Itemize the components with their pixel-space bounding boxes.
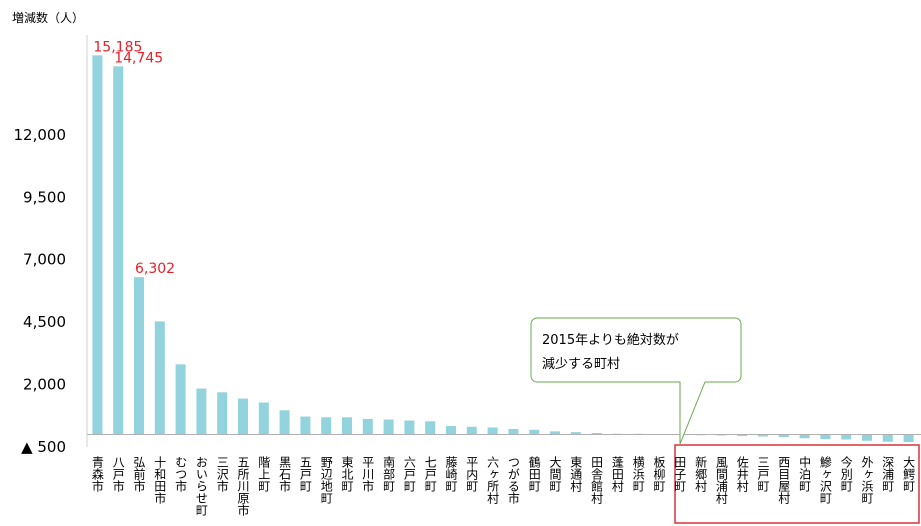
x-tick-label: 藤崎町 xyxy=(444,456,458,492)
x-tick-label: 七戸町 xyxy=(423,456,437,492)
bar xyxy=(799,434,810,439)
x-tick-label: 南部町 xyxy=(382,455,396,492)
x-tick-label: 平内町 xyxy=(465,456,479,492)
x-tick-label: 中泊町 xyxy=(798,455,812,492)
bar xyxy=(778,434,789,438)
x-tick-label: 西目屋村 xyxy=(777,456,791,504)
x-tick-label: 佐井村 xyxy=(735,456,749,492)
x-tick-label: おいらせ町 xyxy=(194,456,208,516)
bar xyxy=(196,388,207,435)
bar xyxy=(508,429,519,435)
bar xyxy=(591,433,602,435)
bar xyxy=(903,434,914,443)
bar xyxy=(113,66,124,435)
y-tick-label: 2,000 xyxy=(23,376,66,394)
bar xyxy=(175,364,186,435)
callout-text: 2015年よりも絶対数が xyxy=(542,332,679,348)
x-tick-label: 三沢市 xyxy=(215,456,229,492)
bar xyxy=(321,417,332,435)
x-tick-label: 田子町 xyxy=(673,456,687,492)
data-label: 14,745 xyxy=(114,50,163,66)
y-axis-label: 増減数（人） xyxy=(12,10,84,25)
x-tick-label: 新郷村 xyxy=(694,455,708,492)
bar xyxy=(862,434,872,441)
data-label: 15,185 xyxy=(93,39,142,55)
x-tick-label: 黒石市 xyxy=(278,456,292,492)
x-tick-label: 五所川原市 xyxy=(236,456,250,516)
bar xyxy=(550,431,560,435)
x-tick-label: 三戸町 xyxy=(756,456,770,492)
bar xyxy=(841,434,852,440)
bar xyxy=(487,427,498,435)
y-tick-label: 4,500 xyxy=(23,313,66,331)
x-tick-label: 十和田市 xyxy=(153,456,167,504)
bar xyxy=(404,420,415,435)
bar xyxy=(134,277,144,435)
bar xyxy=(258,402,269,435)
data-label: 6,302 xyxy=(135,261,175,277)
bar xyxy=(217,392,228,435)
bar xyxy=(820,434,831,440)
bar xyxy=(570,432,581,435)
x-tick-label: 蓬田村 xyxy=(610,456,624,492)
x-tick-label: つがる市 xyxy=(506,456,520,504)
x-tick-label: 鰺ヶ沢町 xyxy=(818,455,832,504)
bar xyxy=(758,434,768,437)
bar xyxy=(466,426,477,435)
callout xyxy=(530,317,742,445)
x-tick-label: 弘前市 xyxy=(132,456,146,492)
x-tick-label: 東北町 xyxy=(340,456,354,492)
bar xyxy=(446,426,456,435)
x-tick-label: 田舎館村 xyxy=(590,456,604,504)
x-tick-label: 風間浦村 xyxy=(714,456,728,504)
x-tick-label: 深浦町 xyxy=(881,456,895,492)
bar xyxy=(737,434,748,437)
x-tick-label: 野辺地町 xyxy=(319,456,333,504)
x-tick-label: 五戸町 xyxy=(298,456,312,492)
bar xyxy=(92,55,103,435)
x-tick-label: 八戸市 xyxy=(111,456,125,492)
bar xyxy=(882,434,893,442)
x-tick-label: 六ヶ所村 xyxy=(486,456,500,504)
bar xyxy=(342,417,352,435)
x-tick-label: 東通村 xyxy=(569,456,583,492)
bar xyxy=(425,421,436,435)
bar xyxy=(279,410,290,435)
x-tick-label: 平川市 xyxy=(361,456,375,492)
x-tick-label: 大鰐町 xyxy=(902,456,916,492)
y-tick-label: ▲ 500 xyxy=(21,438,66,456)
x-tick-label: 青森市 xyxy=(90,456,104,492)
y-tick-label: 9,500 xyxy=(23,188,66,206)
x-tick-label: 階上町 xyxy=(257,455,271,492)
bar xyxy=(154,321,165,435)
x-tick-label: 外ヶ浜町 xyxy=(860,456,874,504)
x-tick-label: むつ市 xyxy=(174,456,188,492)
x-tick-label: 鶴田町 xyxy=(527,455,541,492)
x-tick-label: 大間町 xyxy=(548,456,562,492)
x-tick-label: 今別町 xyxy=(839,455,853,492)
y-tick-label: 12,000 xyxy=(14,126,67,144)
callout-text: 減少する町村 xyxy=(542,356,620,372)
bar xyxy=(362,418,373,435)
x-tick-label: 横浜町 xyxy=(631,456,645,492)
x-tick-label: 板柳町 xyxy=(652,456,666,492)
bar xyxy=(238,398,248,435)
bar xyxy=(529,429,540,435)
bar xyxy=(383,419,394,435)
y-tick-label: 7,000 xyxy=(23,251,66,269)
x-tick-label: 六戸町 xyxy=(402,456,416,492)
bar xyxy=(300,416,311,435)
highlight-box xyxy=(674,444,920,524)
